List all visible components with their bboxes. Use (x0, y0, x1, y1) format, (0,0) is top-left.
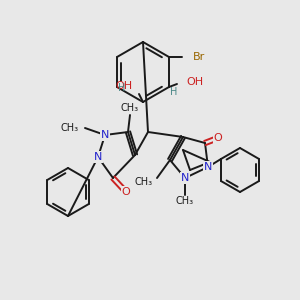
Text: H: H (169, 87, 177, 97)
Text: N: N (204, 162, 212, 172)
Text: H: H (118, 83, 125, 93)
Text: CH₃: CH₃ (135, 177, 153, 187)
Text: O: O (122, 187, 130, 197)
Text: N: N (101, 130, 109, 140)
Text: OH: OH (186, 77, 203, 87)
Text: CH₃: CH₃ (121, 103, 139, 113)
Text: CH₃: CH₃ (61, 123, 79, 133)
Text: OH: OH (116, 81, 133, 91)
Text: Br: Br (193, 52, 205, 62)
Text: CH₃: CH₃ (176, 196, 194, 206)
Text: N: N (94, 152, 102, 162)
Text: O: O (214, 133, 222, 143)
Text: N: N (181, 173, 189, 183)
